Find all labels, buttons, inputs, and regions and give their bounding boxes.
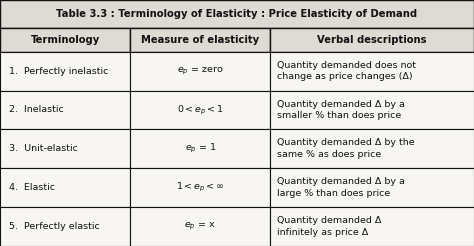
- Bar: [0, 52, 130, 91]
- Bar: [130, 91, 270, 129]
- Bar: [0, 28, 130, 52]
- Bar: [270, 52, 474, 91]
- Text: Measure of elasticity: Measure of elasticity: [141, 35, 259, 45]
- Text: Table 3.3 : Terminology of Elasticity : Price Elasticity of Demand: Table 3.3 : Terminology of Elasticity : …: [56, 9, 418, 19]
- Text: Terminology: Terminology: [30, 35, 100, 45]
- Bar: [270, 129, 474, 168]
- Bar: [0, 207, 130, 246]
- Bar: [0, 91, 130, 129]
- Bar: [130, 28, 270, 52]
- Text: Quantity demanded Δ
infinitely as price Δ: Quantity demanded Δ infinitely as price …: [277, 216, 382, 237]
- Text: $0 < e_p < 1$: $0 < e_p < 1$: [177, 103, 224, 117]
- Text: Quantity demanded Δ by the
same % as does price: Quantity demanded Δ by the same % as doe…: [277, 138, 415, 159]
- Bar: [270, 28, 474, 52]
- Text: Quantity demanded does not
change as price changes (Δ): Quantity demanded does not change as pri…: [277, 61, 416, 81]
- Text: $e_p$ = zero: $e_p$ = zero: [177, 65, 223, 77]
- Bar: [130, 207, 270, 246]
- Bar: [0, 0, 474, 28]
- Bar: [0, 168, 130, 207]
- Bar: [270, 207, 474, 246]
- Bar: [130, 52, 270, 91]
- Text: 2.  Inelastic: 2. Inelastic: [9, 106, 64, 114]
- Text: $e_p$ = x: $e_p$ = x: [184, 221, 216, 232]
- Text: 1.  Perfectly inelastic: 1. Perfectly inelastic: [9, 67, 109, 76]
- Text: Quantity demanded Δ by a
large % than does price: Quantity demanded Δ by a large % than do…: [277, 177, 405, 198]
- Bar: [130, 168, 270, 207]
- Text: 3.  Unit-elastic: 3. Unit-elastic: [9, 144, 78, 153]
- Bar: [130, 129, 270, 168]
- Bar: [0, 129, 130, 168]
- Text: Verbal descriptions: Verbal descriptions: [317, 35, 427, 45]
- Text: $1 < e_p < ∞$: $1 < e_p < ∞$: [176, 181, 225, 194]
- Text: $e_p$ = 1: $e_p$ = 1: [184, 142, 216, 155]
- Text: 4.  Elastic: 4. Elastic: [9, 183, 55, 192]
- Text: 5.  Perfectly elastic: 5. Perfectly elastic: [9, 222, 100, 231]
- Text: Quantity demanded Δ by a
smaller % than does price: Quantity demanded Δ by a smaller % than …: [277, 100, 405, 120]
- Bar: [270, 91, 474, 129]
- Bar: [270, 168, 474, 207]
